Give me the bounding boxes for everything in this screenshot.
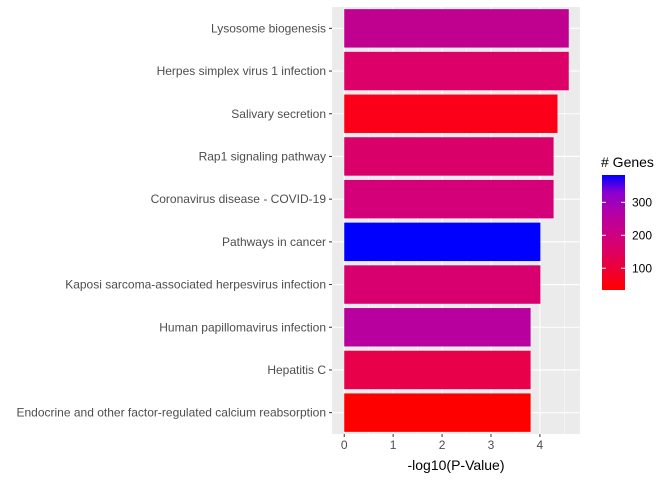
bar xyxy=(344,179,554,219)
bar xyxy=(344,265,541,304)
legend-colorbar xyxy=(602,175,625,290)
x-tick-label: 4 xyxy=(537,438,544,452)
legend-tick-label: 300 xyxy=(632,195,652,209)
y-tick-label: Lysosome biogenesis xyxy=(211,21,326,35)
bar xyxy=(344,222,541,262)
y-tick-label: Hepatitis C xyxy=(267,363,326,377)
bar xyxy=(344,94,558,133)
x-axis-title: -log10(P-Value) xyxy=(407,457,504,473)
bar xyxy=(344,9,569,48)
bar xyxy=(344,51,569,91)
y-tick-label: Pathways in cancer xyxy=(222,235,326,249)
y-tick-label: Human papillomavirus infection xyxy=(159,320,326,334)
legend-tick-label: 200 xyxy=(632,228,652,242)
y-tick-label: Kaposi sarcoma-associated herpesvirus in… xyxy=(65,278,326,292)
legend-tick-label: 100 xyxy=(632,261,652,275)
y-tick-label: Rap1 signaling pathway xyxy=(199,149,326,163)
x-tick-label: 1 xyxy=(390,438,397,452)
bar xyxy=(344,308,531,347)
x-tick-label: 2 xyxy=(439,438,446,452)
legend-title: # Genes xyxy=(601,154,654,170)
bar xyxy=(344,350,531,390)
x-tick-label: 0 xyxy=(341,438,348,452)
bar xyxy=(344,137,554,176)
bar xyxy=(344,393,531,432)
y-tick-label: Endocrine and other factor-regulated cal… xyxy=(16,406,326,420)
y-tick-label: Salivary secretion xyxy=(231,107,326,121)
y-tick-label: Coronavirus disease - COVID-19 xyxy=(151,192,327,206)
y-tick-label: Herpes simplex virus 1 infection xyxy=(157,64,326,78)
x-tick-label: 3 xyxy=(488,438,495,452)
